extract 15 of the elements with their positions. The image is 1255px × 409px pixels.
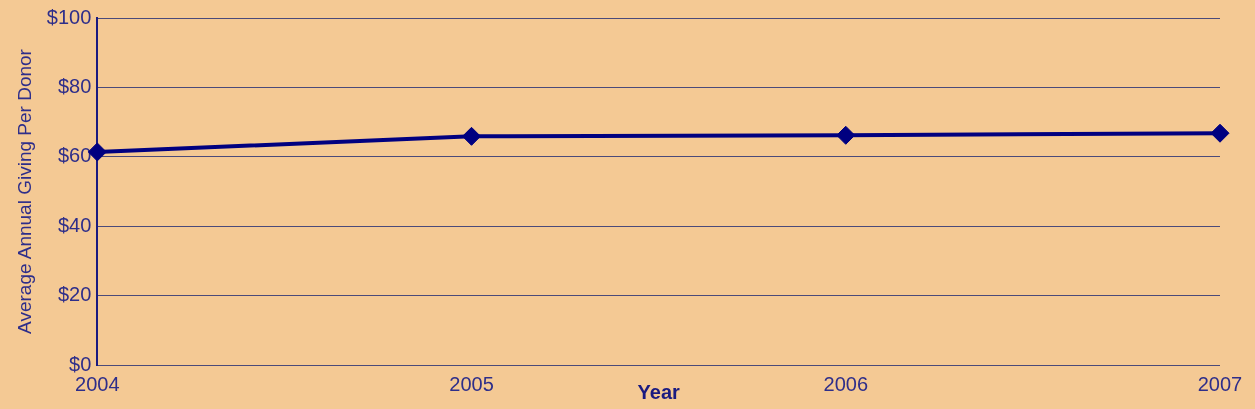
x-tick-label: 2005 xyxy=(449,372,494,395)
y-tick-label: $100 xyxy=(46,5,92,28)
y-axis-title: Average Annual Giving Per Donor xyxy=(13,48,35,334)
point xyxy=(1210,123,1230,143)
y-tick-label: $20 xyxy=(57,283,92,306)
x-tick-label: 2006 xyxy=(823,372,869,395)
y-tick-label: $0 xyxy=(69,352,92,375)
y-tick-label: $80 xyxy=(57,74,92,97)
point xyxy=(836,125,856,145)
x-axis-title: Year xyxy=(637,380,680,403)
x-tick-label: 2007 xyxy=(1197,372,1243,395)
y-tick-label: $40 xyxy=(57,213,92,236)
point xyxy=(462,126,482,146)
x-tick-label: 2004 xyxy=(75,372,120,395)
y-tick-label: $60 xyxy=(57,144,92,167)
